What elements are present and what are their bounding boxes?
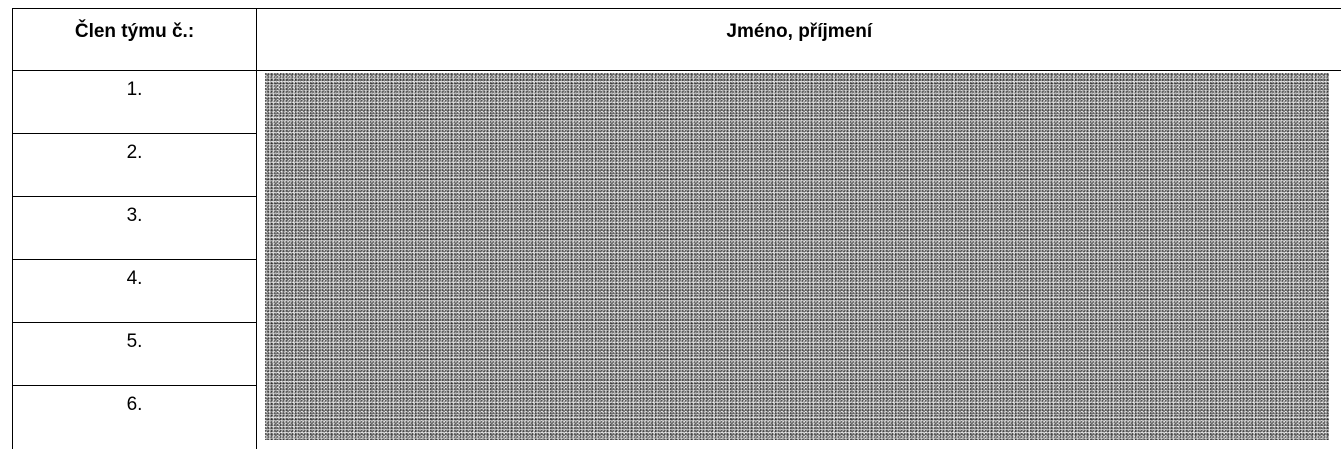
member-number-cell: 6.	[13, 386, 257, 449]
name-header: Jméno, příjmení	[257, 9, 1341, 71]
member-number-cell: 4.	[13, 260, 257, 323]
member-number-cell: 1.	[13, 71, 257, 134]
member-number-cell: 3.	[13, 197, 257, 260]
member-number-cell: 2.	[13, 134, 257, 197]
redacted-names-area	[265, 73, 1329, 440]
table-header-row: Člen týmu č.: Jméno, příjmení	[13, 9, 1341, 71]
member-number-header: Člen týmu č.:	[13, 9, 257, 71]
member-number-cell: 5.	[13, 323, 257, 386]
